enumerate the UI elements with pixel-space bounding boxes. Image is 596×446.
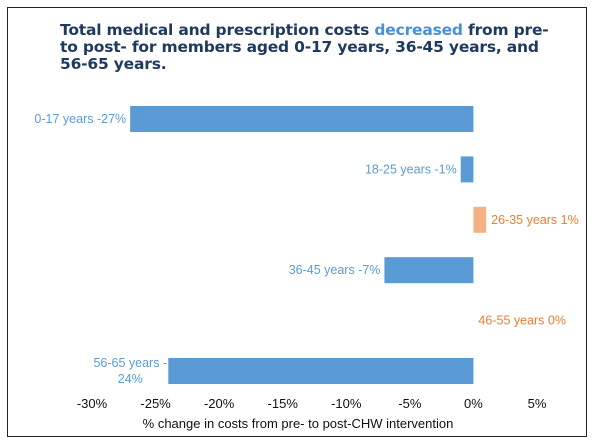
x-tick-label: -10% (331, 396, 362, 411)
x-tick-label: -15% (268, 396, 299, 411)
x-tick-label: 5% (528, 396, 547, 411)
bar-0-17-years (130, 106, 473, 132)
x-axis-label: % change in costs from pre- to post-CHW … (0, 416, 596, 431)
data-label-26-35-years: 26-35 years 1% (491, 213, 579, 227)
x-tick-label: -25% (140, 396, 171, 411)
x-tick-label: -5% (398, 396, 422, 411)
data-label-36-45-years: 36-45 years -7% (289, 263, 381, 277)
bar-26-35-years (473, 207, 486, 233)
bar-18-25-years (461, 156, 474, 182)
data-label-56-65-years: 56-65 years -24% (93, 356, 167, 386)
data-label-18-25-years: 18-25 years -1% (365, 162, 457, 176)
data-label-0-17-years: 0-17 years -27% (34, 112, 126, 126)
x-tick-label: -20% (204, 396, 235, 411)
bar-56-65-years (168, 358, 473, 384)
data-label-46-55-years: 46-55 years 0% (478, 314, 566, 328)
x-tick-label: -30% (77, 396, 108, 411)
bar-36-45-years (384, 257, 473, 283)
x-tick-label: 0% (464, 396, 483, 411)
